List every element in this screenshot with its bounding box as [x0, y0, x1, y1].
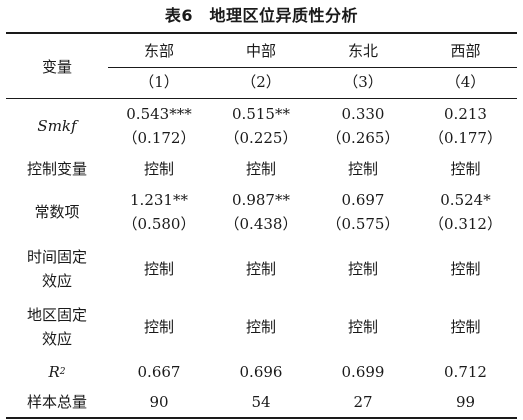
time-fe-label-line2: 效应: [41, 272, 72, 290]
r2-cell-1: 0.667: [137, 363, 181, 381]
smkf-coef-3: 0.330: [341, 105, 385, 123]
header-num-1: （1）: [139, 73, 179, 91]
table-caption: 表6 地理区位异质性分析: [164, 6, 359, 25]
smkf-cell-1: 0.543*** （0.172）: [108, 100, 210, 152]
region-fe-cell-1: 控制: [143, 318, 174, 336]
r2-label: R: [48, 363, 60, 381]
row-label-region-fe: 地区固定 效应: [6, 300, 108, 354]
constant-se-4: （0.312）: [429, 215, 502, 233]
header-variable-label: 变量: [41, 58, 72, 76]
time-fe-cell-4: 控制: [450, 260, 481, 278]
constant-cell-4: 0.524* （0.312）: [414, 186, 517, 238]
region-fe-cell-3: 控制: [347, 318, 378, 336]
constant-cell-3: 0.697 （0.575）: [312, 186, 414, 238]
bottom-rule: [6, 417, 517, 419]
header-col-west: 西部: [450, 42, 481, 60]
row-label-controls: 控制变量: [26, 160, 87, 178]
n-cell-4: 99: [455, 393, 476, 411]
smkf-se-1: （0.172）: [122, 129, 196, 147]
row-label-constant: 常数项: [34, 203, 80, 221]
header-num-2: （2）: [241, 73, 281, 91]
constant-coef-2: 0.987**: [232, 191, 290, 209]
header-col-east: 东部: [143, 42, 174, 60]
constant-cell-2: 0.987** （0.438）: [210, 186, 312, 238]
constant-se-1: （0.580）: [122, 215, 196, 233]
r2-cell-2: 0.696: [239, 363, 283, 381]
smkf-cell-2: 0.515** （0.225）: [210, 100, 312, 152]
controls-cell-3: 控制: [347, 160, 378, 178]
constant-se-2: （0.438）: [224, 215, 298, 233]
smkf-coef-2: 0.515**: [232, 105, 290, 123]
controls-cell-2: 控制: [245, 160, 276, 178]
constant-coef-3: 0.697: [341, 191, 385, 209]
time-fe-cell-1: 控制: [143, 260, 174, 278]
top-rule: [6, 32, 517, 34]
region-fe-cell-4: 控制: [450, 318, 481, 336]
row-label-smkf: Smkf: [37, 117, 77, 135]
controls-cell-4: 控制: [450, 160, 481, 178]
n-cell-1: 90: [149, 393, 169, 411]
smkf-se-3: （0.265）: [326, 129, 400, 147]
r2-cell-3: 0.699: [341, 363, 385, 381]
region-fe-label-line2: 效应: [41, 330, 72, 348]
header-num-3: （3）: [343, 73, 383, 91]
header-num-4: （4）: [445, 73, 486, 91]
constant-coef-4: 0.524*: [440, 191, 491, 209]
region-fe-label-line1: 地区固定: [26, 306, 87, 324]
smkf-coef-4: 0.213: [444, 105, 487, 123]
smkf-se-2: （0.225）: [224, 129, 298, 147]
row-label-time-fe: 时间固定 效应: [6, 242, 108, 296]
time-fe-cell-2: 控制: [245, 260, 276, 278]
n-cell-3: 27: [353, 393, 373, 411]
header-subrule: [108, 67, 517, 68]
n-cell-2: 54: [251, 393, 271, 411]
row-label-sample-size: 样本总量: [26, 393, 87, 411]
header-bottom-rule: [6, 98, 517, 99]
smkf-cell-3: 0.330 （0.265）: [312, 100, 414, 152]
header-col-northeast: 东北: [347, 42, 378, 60]
smkf-se-4: （0.177）: [429, 129, 502, 147]
time-fe-label-line1: 时间固定: [26, 248, 87, 266]
time-fe-cell-3: 控制: [347, 260, 378, 278]
region-fe-cell-2: 控制: [245, 318, 276, 336]
constant-se-3: （0.575）: [326, 215, 400, 233]
smkf-coef-1: 0.543***: [126, 105, 192, 123]
constant-coef-1: 1.231**: [130, 191, 188, 209]
r2-cell-4: 0.712: [444, 363, 487, 381]
constant-cell-1: 1.231** （0.580）: [108, 186, 210, 238]
header-col-central: 中部: [245, 42, 276, 60]
smkf-cell-4: 0.213 （0.177）: [414, 100, 517, 152]
controls-cell-1: 控制: [143, 160, 174, 178]
